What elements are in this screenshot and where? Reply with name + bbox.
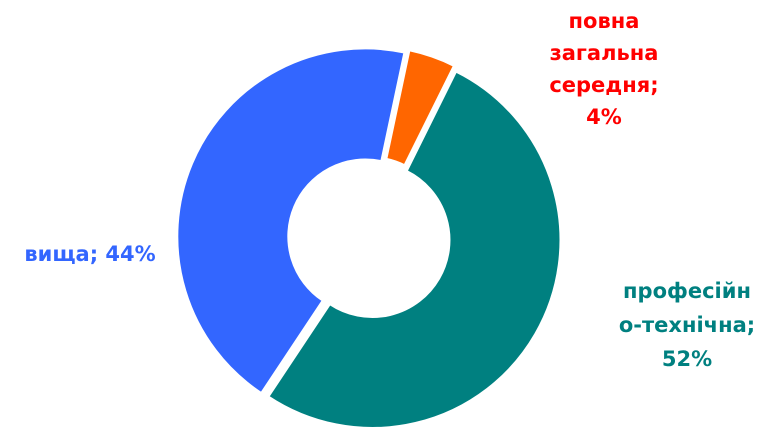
slice-label-line: вища; 44% bbox=[24, 242, 155, 266]
slice-data-label: професійн о-технічна; 52% bbox=[619, 279, 755, 371]
slice-label-line: професійн bbox=[623, 279, 751, 303]
donut-slice bbox=[176, 47, 406, 395]
slice-label-line: загальна bbox=[550, 41, 659, 65]
slice-label-line: середня; bbox=[549, 73, 658, 97]
slice-data-label: повна загальна середня; 4% bbox=[549, 9, 658, 129]
slice-data-label: вища; 44% bbox=[24, 242, 155, 266]
slice-label-line: повна bbox=[569, 9, 640, 33]
slice-label-line: о-технічна; bbox=[619, 313, 755, 337]
labels-layer: повна загальна середня; 4% професійн о-техніч… bbox=[24, 9, 755, 371]
slice-label-line: 4% bbox=[586, 105, 622, 129]
donut-slice bbox=[267, 70, 562, 429]
slice-label-line: 52% bbox=[662, 347, 712, 371]
donut-slice bbox=[385, 49, 456, 167]
slices-layer bbox=[176, 47, 562, 429]
